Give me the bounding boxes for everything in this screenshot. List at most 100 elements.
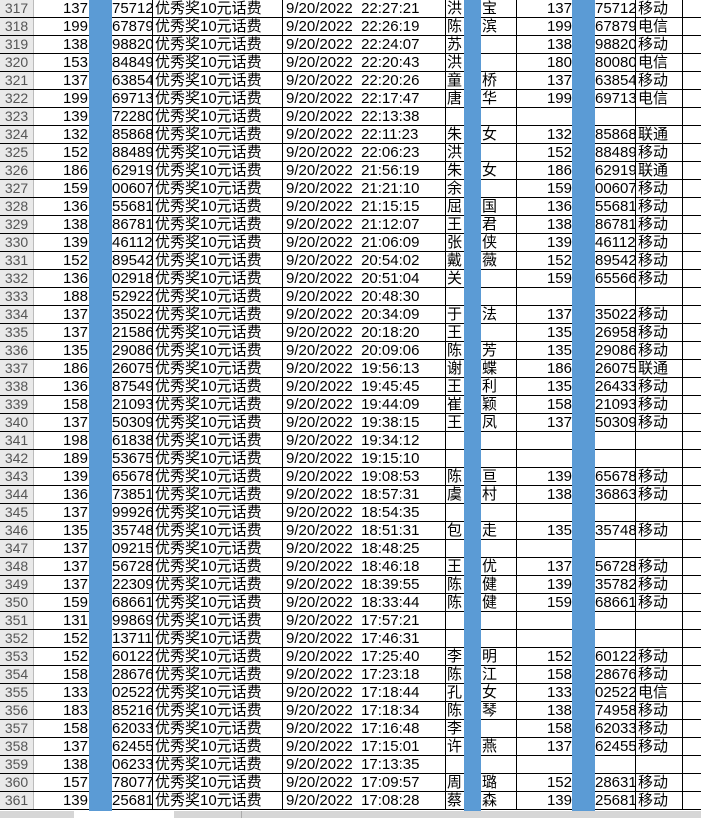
- phone-prefix-cell[interactable]: 186: [546, 360, 572, 377]
- phone-prefix-cell[interactable]: [517, 108, 572, 125]
- phone-prefix-cell[interactable]: 199: [546, 18, 572, 35]
- surname-cell[interactable]: 陈: [447, 468, 463, 485]
- row-header[interactable]: 336: [0, 342, 34, 359]
- phone-prefix-cell[interactable]: [517, 288, 572, 305]
- prize-cell[interactable]: 优秀奖10元话费: [153, 432, 283, 449]
- row-header[interactable]: 323: [0, 108, 34, 125]
- carrier-cell[interactable]: 移动: [636, 144, 683, 161]
- row-header[interactable]: 320: [0, 54, 34, 71]
- suffix-cell[interactable]: 85216: [112, 702, 153, 719]
- prize-cell[interactable]: 优秀奖10元话费: [153, 378, 283, 395]
- prize-cell[interactable]: 优秀奖10元话费: [153, 576, 283, 593]
- surname-cell[interactable]: [446, 612, 466, 629]
- phone-prefix-cell[interactable]: 135: [546, 522, 572, 539]
- datetime-cell[interactable]: 9/20/2022 19:56:13: [283, 360, 446, 377]
- phone-suffix-cell[interactable]: 26075: [595, 360, 636, 377]
- given-name-cell[interactable]: 女: [481, 162, 517, 179]
- phone-suffix-cell[interactable]: 56728: [595, 558, 636, 575]
- phone-suffix-cell[interactable]: 89542: [595, 252, 636, 269]
- phone-suffix-cell[interactable]: [595, 504, 636, 521]
- suffix-cell[interactable]: 53675: [112, 450, 153, 467]
- given-name-cell[interactable]: 村: [481, 486, 517, 503]
- phone-prefix-cell[interactable]: 158: [546, 720, 572, 737]
- phone-suffix-cell[interactable]: 28631: [595, 774, 636, 791]
- carrier-cell[interactable]: 移动: [636, 558, 683, 575]
- phone-prefix-cell[interactable]: 136: [546, 198, 572, 215]
- phone-prefix-cell[interactable]: [517, 450, 572, 467]
- phone-prefix-cell[interactable]: 159: [546, 270, 572, 287]
- suffix-cell[interactable]: 21586: [112, 324, 153, 341]
- carrier-cell[interactable]: 移动: [636, 306, 683, 323]
- datetime-cell[interactable]: 9/20/2022 20:34:09: [283, 306, 446, 323]
- carrier-cell[interactable]: 移动: [636, 270, 683, 287]
- phone-prefix-cell[interactable]: 137: [546, 414, 572, 431]
- suffix-cell[interactable]: 62919: [112, 162, 153, 179]
- carrier-cell[interactable]: 联通: [636, 126, 683, 143]
- row-header[interactable]: 319: [0, 36, 34, 53]
- given-name-cell[interactable]: 女: [481, 126, 517, 143]
- suffix-cell[interactable]: 09215: [112, 540, 153, 557]
- prefix-cell[interactable]: 136: [62, 486, 88, 503]
- prize-cell[interactable]: 优秀奖10元话费: [153, 774, 283, 791]
- phone-prefix-cell[interactable]: 139: [546, 234, 572, 251]
- prefix-cell[interactable]: 139: [62, 234, 88, 251]
- datetime-cell[interactable]: 9/20/2022 19:45:45: [283, 378, 446, 395]
- suffix-cell[interactable]: 21093: [112, 396, 153, 413]
- carrier-cell[interactable]: 电信: [636, 18, 683, 35]
- scrollbar-thumb[interactable]: [74, 811, 174, 818]
- prefix-cell[interactable]: 199: [62, 18, 88, 35]
- carrier-cell[interactable]: 移动: [636, 252, 683, 269]
- carrier-cell[interactable]: 移动: [636, 648, 683, 665]
- row-header[interactable]: 327: [0, 180, 34, 197]
- prefix-cell[interactable]: 137: [62, 558, 88, 575]
- prefix-cell[interactable]: 138: [62, 36, 88, 53]
- surname-cell[interactable]: [446, 288, 466, 305]
- surname-cell[interactable]: 于: [447, 306, 463, 323]
- prize-cell[interactable]: 优秀奖10元话费: [153, 738, 283, 755]
- datetime-cell[interactable]: 9/20/2022 20:09:06: [283, 342, 446, 359]
- suffix-cell[interactable]: 63854: [112, 72, 153, 89]
- phone-prefix-cell[interactable]: 152: [546, 144, 572, 161]
- surname-cell[interactable]: 陈: [447, 342, 463, 359]
- prefix-cell[interactable]: 135: [62, 522, 88, 539]
- phone-suffix-cell[interactable]: 60122: [595, 648, 636, 665]
- suffix-cell[interactable]: 85868: [112, 126, 153, 143]
- prefix-cell[interactable]: 137: [62, 504, 88, 521]
- suffix-cell[interactable]: 02522: [112, 684, 153, 701]
- carrier-cell[interactable]: 移动: [636, 738, 683, 755]
- row-header[interactable]: 330: [0, 234, 34, 251]
- carrier-cell[interactable]: [636, 612, 683, 629]
- phone-suffix-cell[interactable]: 02522: [595, 684, 636, 701]
- prefix-cell[interactable]: 199: [62, 90, 88, 107]
- datetime-cell[interactable]: 9/20/2022 21:12:07: [283, 216, 446, 233]
- surname-cell[interactable]: [446, 450, 466, 467]
- given-name-cell[interactable]: 健: [481, 594, 517, 611]
- given-name-cell[interactable]: 健: [481, 576, 517, 593]
- carrier-cell[interactable]: 移动: [636, 234, 683, 251]
- carrier-cell[interactable]: 电信: [636, 90, 683, 107]
- given-name-cell[interactable]: [481, 630, 517, 647]
- phone-suffix-cell[interactable]: 74958: [595, 702, 636, 719]
- prefix-cell[interactable]: 159: [62, 180, 88, 197]
- given-name-cell[interactable]: [481, 540, 517, 557]
- prize-cell[interactable]: 优秀奖10元话费: [153, 702, 283, 719]
- prize-cell[interactable]: 优秀奖10元话费: [153, 342, 283, 359]
- surname-cell[interactable]: 王: [447, 414, 463, 431]
- carrier-cell[interactable]: [636, 630, 683, 647]
- surname-cell[interactable]: 孔: [447, 684, 463, 701]
- surname-cell[interactable]: 陈: [447, 576, 463, 593]
- datetime-cell[interactable]: 9/20/2022 17:57:21: [283, 612, 446, 629]
- prize-cell[interactable]: 优秀奖10元话费: [153, 270, 283, 287]
- row-header[interactable]: 335: [0, 324, 34, 341]
- prize-cell[interactable]: 优秀奖10元话费: [153, 18, 283, 35]
- phone-suffix-cell[interactable]: [595, 432, 636, 449]
- row-header[interactable]: 339: [0, 396, 34, 413]
- surname-cell[interactable]: 王: [447, 558, 463, 575]
- prefix-cell[interactable]: 186: [62, 162, 88, 179]
- row-header[interactable]: 359: [0, 756, 34, 773]
- given-name-cell[interactable]: 滨: [481, 18, 517, 35]
- given-name-cell[interactable]: 利: [481, 378, 517, 395]
- datetime-cell[interactable]: 9/20/2022 18:48:25: [283, 540, 446, 557]
- suffix-cell[interactable]: 52922: [112, 288, 153, 305]
- phone-prefix-cell[interactable]: 139: [546, 792, 572, 809]
